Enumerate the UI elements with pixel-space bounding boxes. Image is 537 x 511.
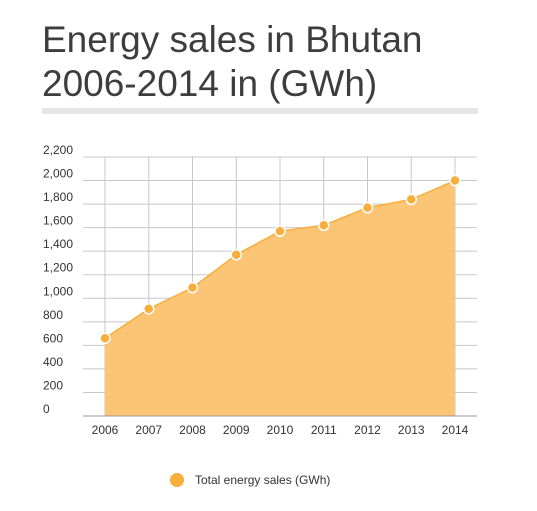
data-point bbox=[274, 225, 286, 237]
legend: Total energy sales (GWh) bbox=[170, 470, 330, 490]
y-tick-label: 1,400 bbox=[43, 237, 73, 251]
data-point bbox=[449, 174, 461, 187]
data-point bbox=[143, 303, 155, 315]
x-tick-label: 2013 bbox=[398, 423, 425, 437]
y-tick-label: 600 bbox=[43, 331, 63, 345]
x-tick-label: 2006 bbox=[92, 423, 119, 437]
data-point bbox=[186, 281, 199, 294]
chart-title-line-2: 2006-2014 in (GWh) bbox=[42, 63, 378, 104]
data-point bbox=[230, 248, 242, 261]
y-tick-label: 1,600 bbox=[43, 214, 73, 228]
area-chart: 0 200 400 600 800 1,000 1,200 1,400 1,600 1,800 2,… bbox=[43, 143, 477, 437]
y-tick-label: 1,800 bbox=[43, 190, 73, 204]
y-tick-label: 2,200 bbox=[43, 143, 73, 157]
y-tick-label: 400 bbox=[43, 355, 63, 369]
x-tick-label: 2010 bbox=[267, 423, 294, 437]
x-tick-label: 2009 bbox=[223, 423, 250, 437]
chart-title-line-1: Energy sales in Bhutan bbox=[42, 19, 423, 60]
x-tick-label: 2007 bbox=[135, 423, 162, 437]
area-fill bbox=[105, 180, 455, 416]
x-tick-label: 2014 bbox=[442, 423, 469, 437]
y-tick-label: 1,200 bbox=[43, 261, 73, 275]
legend-label: Total energy sales (GWh) bbox=[195, 473, 331, 487]
x-tick-label: 2011 bbox=[311, 423, 337, 437]
y-tick-label: 800 bbox=[43, 308, 63, 322]
x-tick-label: 2008 bbox=[179, 423, 206, 437]
data-point bbox=[318, 219, 330, 232]
y-tick-label: 0 bbox=[43, 402, 50, 416]
title-underline bbox=[42, 108, 478, 114]
data-point bbox=[405, 193, 417, 206]
y-tick-label: 1,000 bbox=[43, 284, 73, 298]
x-tick-label: 2012 bbox=[354, 423, 381, 437]
data-point bbox=[361, 201, 374, 214]
data-point bbox=[99, 332, 111, 345]
y-tick-label: 200 bbox=[43, 378, 63, 392]
legend-swatch bbox=[170, 473, 184, 487]
chart-title: Energy sales in Bhutan 2006-2014 in (GWh… bbox=[42, 18, 502, 106]
y-tick-label: 2,000 bbox=[43, 167, 73, 181]
